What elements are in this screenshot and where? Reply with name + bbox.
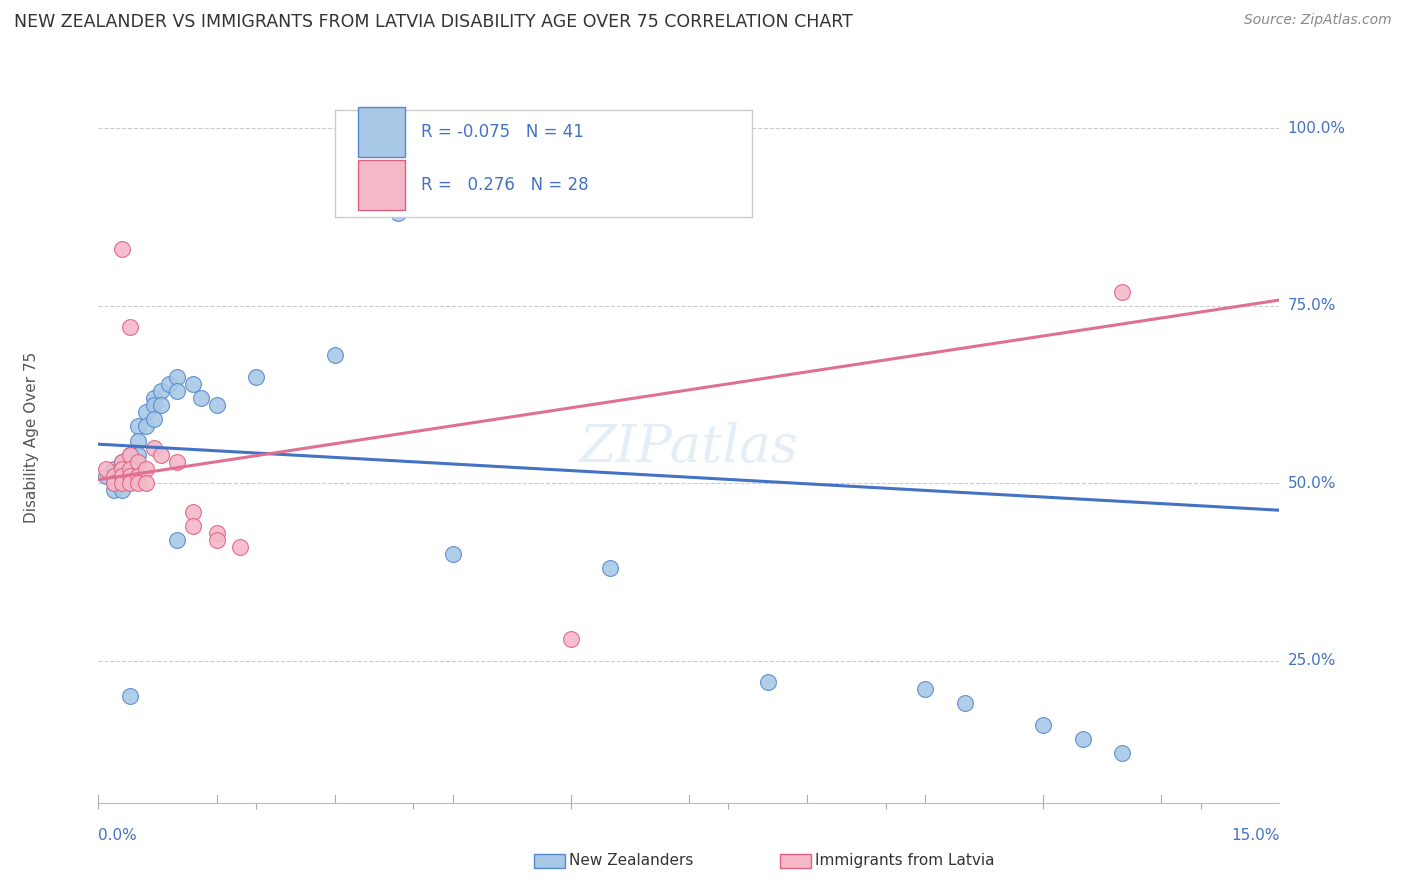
Point: [323, 348, 346, 362]
Point: [166, 384, 188, 398]
Point: [111, 462, 134, 476]
Point: [135, 476, 157, 491]
Bar: [359, 107, 405, 157]
Point: [111, 476, 134, 491]
Point: [127, 419, 149, 434]
Point: [1071, 731, 1094, 746]
Point: [181, 519, 204, 533]
Text: 0.0%: 0.0%: [98, 828, 138, 843]
Point: [1111, 285, 1133, 299]
Point: [142, 441, 165, 455]
Point: [181, 505, 204, 519]
Point: [111, 469, 134, 483]
Point: [111, 483, 134, 498]
Point: [103, 476, 125, 491]
Point: [135, 462, 157, 476]
Point: [103, 462, 125, 476]
Point: [142, 398, 165, 412]
Point: [96, 469, 118, 483]
Point: [135, 419, 157, 434]
Point: [111, 455, 134, 469]
Text: Source: ZipAtlas.com: Source: ZipAtlas.com: [1244, 13, 1392, 28]
Point: [150, 448, 173, 462]
Point: [127, 448, 149, 462]
Point: [111, 469, 134, 483]
Point: [205, 525, 228, 540]
Point: [118, 469, 141, 483]
Point: [118, 448, 141, 462]
Point: [157, 376, 180, 391]
Point: [1032, 717, 1054, 731]
Point: [599, 561, 621, 575]
Point: [118, 320, 141, 334]
Point: [914, 682, 936, 697]
Text: 75.0%: 75.0%: [1288, 298, 1336, 313]
Point: [103, 483, 125, 498]
Point: [127, 476, 149, 491]
Point: [118, 448, 141, 462]
Text: 100.0%: 100.0%: [1288, 120, 1346, 136]
Point: [560, 632, 582, 647]
Text: 15.0%: 15.0%: [1232, 828, 1279, 843]
Text: ZIPatlas: ZIPatlas: [579, 422, 799, 474]
Point: [127, 469, 149, 483]
Text: New Zealanders: New Zealanders: [569, 854, 693, 868]
Point: [118, 476, 141, 491]
Bar: [359, 161, 405, 210]
Point: [205, 398, 228, 412]
Point: [1111, 746, 1133, 760]
Point: [118, 690, 141, 704]
Point: [245, 369, 267, 384]
Point: [118, 462, 141, 476]
Point: [142, 391, 165, 405]
Point: [111, 476, 134, 491]
Point: [103, 476, 125, 491]
Text: R = -0.075   N = 41: R = -0.075 N = 41: [422, 123, 583, 141]
FancyBboxPatch shape: [335, 111, 752, 217]
Point: [118, 462, 141, 476]
Point: [111, 242, 134, 256]
Point: [96, 462, 118, 476]
Point: [166, 533, 188, 547]
Point: [953, 697, 976, 711]
Point: [111, 455, 134, 469]
Text: 50.0%: 50.0%: [1288, 475, 1336, 491]
Text: R =   0.276   N = 28: R = 0.276 N = 28: [422, 176, 589, 194]
Point: [135, 405, 157, 419]
Text: NEW ZEALANDER VS IMMIGRANTS FROM LATVIA DISABILITY AGE OVER 75 CORRELATION CHART: NEW ZEALANDER VS IMMIGRANTS FROM LATVIA …: [14, 13, 853, 31]
Text: Disability Age Over 75: Disability Age Over 75: [24, 351, 39, 523]
Text: 25.0%: 25.0%: [1288, 653, 1336, 668]
Point: [166, 455, 188, 469]
Point: [118, 469, 141, 483]
Point: [756, 675, 779, 690]
Point: [150, 398, 173, 412]
Point: [166, 369, 188, 384]
Point: [363, 143, 385, 157]
Point: [103, 469, 125, 483]
Point: [205, 533, 228, 547]
Point: [441, 547, 464, 561]
Text: Immigrants from Latvia: Immigrants from Latvia: [815, 854, 995, 868]
Point: [142, 412, 165, 426]
Point: [127, 455, 149, 469]
Point: [229, 540, 252, 554]
Point: [181, 376, 204, 391]
Point: [190, 391, 212, 405]
Point: [150, 384, 173, 398]
Point: [387, 206, 409, 220]
Point: [127, 434, 149, 448]
